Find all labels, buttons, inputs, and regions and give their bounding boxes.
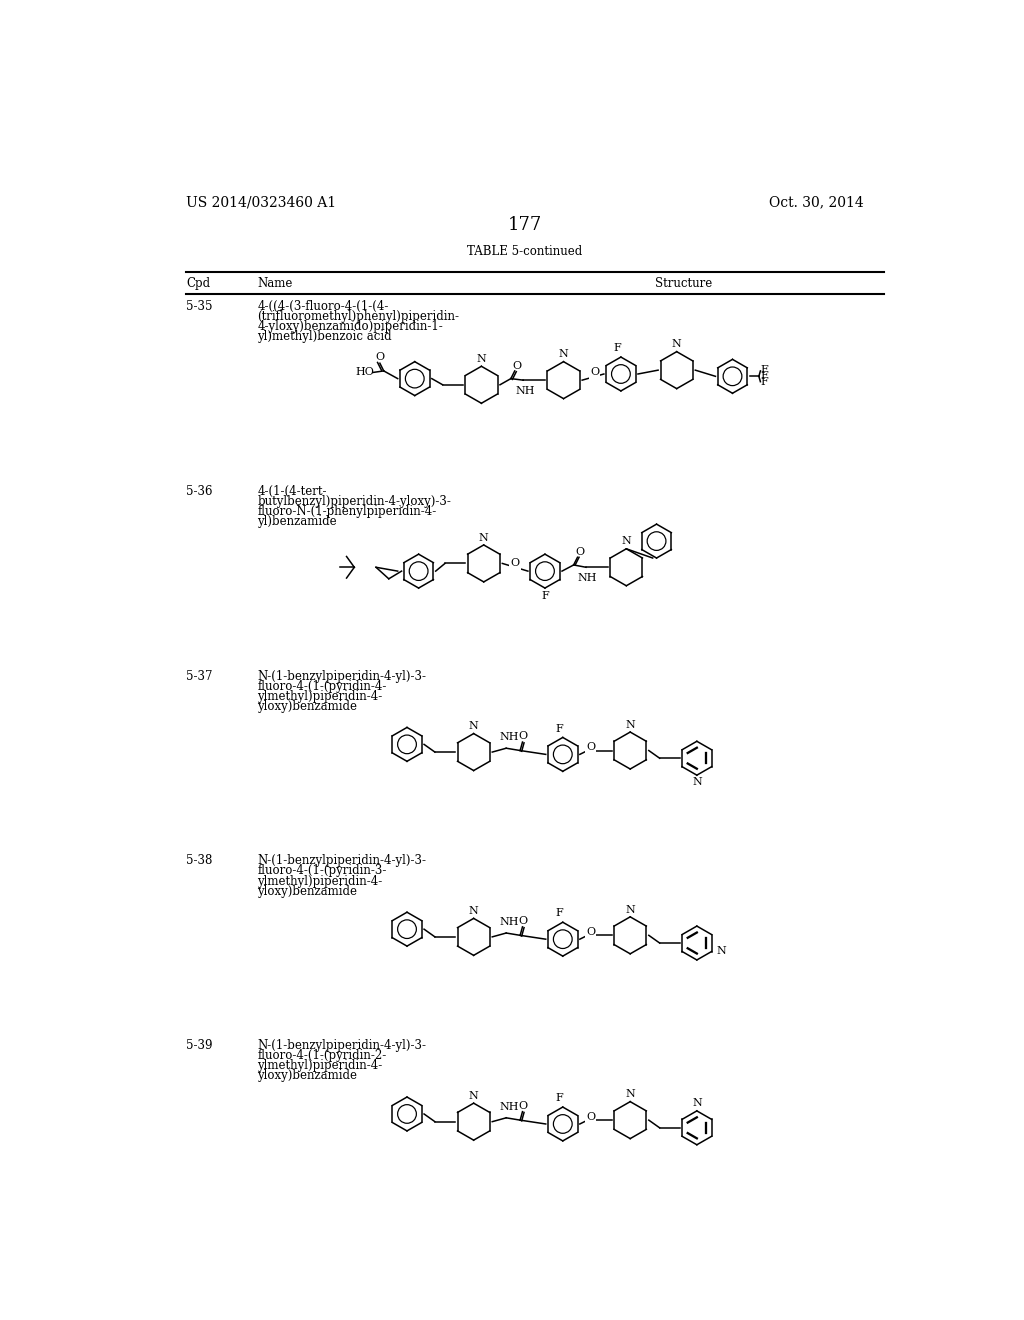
Text: 5-36: 5-36 [186,484,213,498]
Text: NH: NH [500,733,519,742]
Text: O: O [376,351,384,362]
Text: O: O [586,1111,595,1122]
Text: NH: NH [500,917,519,927]
Text: butylbenzyl)piperidin-4-yloxy)-3-: butylbenzyl)piperidin-4-yloxy)-3- [257,495,452,508]
Text: O: O [519,1101,527,1111]
Text: F: F [541,591,549,601]
Text: N: N [469,906,478,916]
Text: fluoro-4-(1-(pyridin-4-: fluoro-4-(1-(pyridin-4- [257,680,387,693]
Text: fluoro-4-(1-(pyridin-2-: fluoro-4-(1-(pyridin-2- [257,1049,387,1063]
Text: yloxy)benzamide: yloxy)benzamide [257,884,357,898]
Text: Name: Name [257,277,293,290]
Text: F: F [555,1093,563,1104]
Text: 5-37: 5-37 [186,669,213,682]
Text: F: F [761,366,768,375]
Text: 5-35: 5-35 [186,300,213,313]
Text: O: O [519,916,527,927]
Text: Oct. 30, 2014: Oct. 30, 2014 [769,195,863,210]
Text: 177: 177 [508,216,542,234]
Text: N: N [626,719,635,730]
Text: ylmethyl)piperidin-4-: ylmethyl)piperidin-4- [257,1059,383,1072]
Text: N: N [692,1098,701,1107]
Text: HO: HO [355,367,375,376]
Text: O: O [512,360,521,371]
Text: N: N [626,1089,635,1100]
Text: 4-((4-(3-fluoro-4-(1-(4-: 4-((4-(3-fluoro-4-(1-(4- [257,300,389,313]
Text: Cpd: Cpd [186,277,210,290]
Text: N: N [559,350,568,359]
Text: N: N [476,354,486,364]
Text: N-(1-benzylpiperidin-4-yl)-3-: N-(1-benzylpiperidin-4-yl)-3- [257,669,426,682]
Text: N: N [716,946,726,957]
Text: Structure: Structure [655,277,713,290]
Text: TABLE 5-continued: TABLE 5-continued [467,246,583,259]
Text: O: O [586,742,595,752]
Text: ylmethyl)piperidin-4-: ylmethyl)piperidin-4- [257,875,383,887]
Text: N: N [622,536,631,546]
Text: N: N [672,339,682,350]
Text: O: O [586,927,595,937]
Text: 5-38: 5-38 [186,854,213,867]
Text: NH: NH [578,573,597,583]
Text: yloxy)benzamide: yloxy)benzamide [257,700,357,713]
Text: F: F [761,378,768,388]
Text: N-(1-benzylpiperidin-4-yl)-3-: N-(1-benzylpiperidin-4-yl)-3- [257,854,426,867]
Text: yl)benzamide: yl)benzamide [257,515,337,528]
Text: fluoro-N-(1-phenylpiperidin-4-: fluoro-N-(1-phenylpiperidin-4- [257,506,436,517]
Text: yl)methyl)benzoic acid: yl)methyl)benzoic acid [257,330,392,343]
Text: 4-(1-(4-tert-: 4-(1-(4-tert- [257,484,327,498]
Text: N: N [626,904,635,915]
Text: fluoro-4-(1-(pyridin-3-: fluoro-4-(1-(pyridin-3- [257,865,387,878]
Text: F: F [761,371,768,381]
Text: O: O [590,367,599,378]
Text: N: N [469,721,478,731]
Text: 5-39: 5-39 [186,1039,213,1052]
Text: F: F [555,723,563,734]
Text: N: N [469,1090,478,1101]
Text: O: O [511,558,519,569]
Text: N-(1-benzylpiperidin-4-yl)-3-: N-(1-benzylpiperidin-4-yl)-3- [257,1039,426,1052]
Text: NH: NH [515,387,535,396]
Text: O: O [575,548,585,557]
Text: N: N [692,777,701,788]
Text: O: O [519,731,527,742]
Text: F: F [555,908,563,919]
Text: 4-yloxy)benzamido)piperidin-1-: 4-yloxy)benzamido)piperidin-1- [257,321,443,333]
Text: US 2014/0323460 A1: US 2014/0323460 A1 [186,195,336,210]
Text: ylmethyl)piperidin-4-: ylmethyl)piperidin-4- [257,689,383,702]
Text: N: N [479,533,488,543]
Text: (trifluoromethyl)phenyl)piperidin-: (trifluoromethyl)phenyl)piperidin- [257,310,460,323]
Text: F: F [613,343,621,354]
Text: yloxy)benzamide: yloxy)benzamide [257,1069,357,1082]
Text: NH: NH [500,1102,519,1111]
